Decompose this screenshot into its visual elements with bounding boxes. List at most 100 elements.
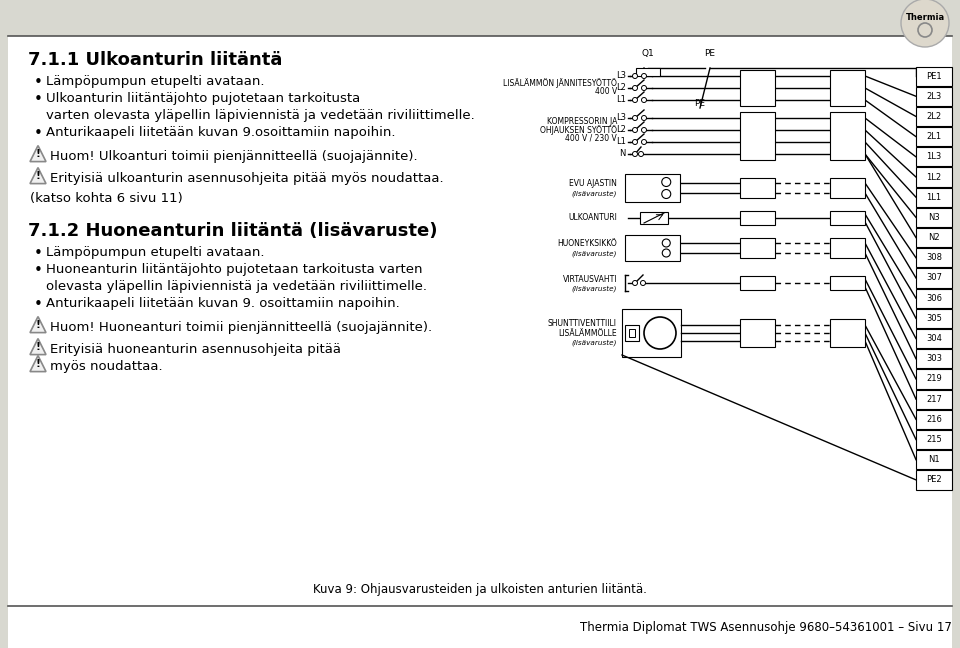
- Text: Lämpöpumpun etupelti avataan.: Lämpöpumpun etupelti avataan.: [46, 246, 265, 259]
- Text: !: !: [36, 342, 40, 352]
- Text: Huoneanturin liitäntäjohto pujotetaan tarkoitusta varten: Huoneanturin liitäntäjohto pujotetaan ta…: [46, 263, 422, 276]
- Circle shape: [662, 239, 670, 247]
- Text: 217: 217: [926, 395, 942, 404]
- Bar: [916, 410, 952, 429]
- Bar: [740, 276, 775, 290]
- Text: 307: 307: [926, 273, 942, 283]
- Text: 303: 303: [926, 354, 942, 364]
- Bar: [625, 174, 680, 202]
- Bar: [830, 70, 865, 106]
- Circle shape: [633, 152, 637, 157]
- Bar: [740, 178, 775, 198]
- Text: !: !: [36, 320, 40, 330]
- Circle shape: [641, 97, 646, 102]
- Bar: [830, 319, 865, 347]
- Text: L1: L1: [616, 137, 626, 146]
- Text: L2: L2: [616, 84, 626, 93]
- Text: myös noudattaa.: myös noudattaa.: [50, 360, 162, 373]
- Bar: [830, 211, 865, 225]
- Text: 306: 306: [926, 294, 942, 303]
- Text: (lisävaruste): (lisävaruste): [571, 286, 617, 292]
- Text: N3: N3: [928, 213, 940, 222]
- Circle shape: [633, 139, 637, 145]
- Bar: [916, 309, 952, 328]
- Text: Anturikaapeli liitetään kuvan 9. osoittamiin napoihin.: Anturikaapeli liitetään kuvan 9. osoitta…: [46, 297, 399, 310]
- Text: Erityisiä ulkoanturin asennusohjeita pitää myös noudattaa.: Erityisiä ulkoanturin asennusohjeita pit…: [50, 172, 444, 185]
- Text: 304: 304: [926, 334, 942, 343]
- Circle shape: [661, 189, 671, 198]
- Text: OHJAUKSEN SYÖTTÖ: OHJAUKSEN SYÖTTÖ: [540, 125, 617, 135]
- Bar: [740, 238, 775, 258]
- Bar: [916, 450, 952, 469]
- Text: 2L2: 2L2: [926, 112, 942, 121]
- Bar: [916, 369, 952, 389]
- Text: KOMPRESSORIN JA: KOMPRESSORIN JA: [546, 117, 617, 126]
- Circle shape: [662, 249, 670, 257]
- Polygon shape: [30, 339, 46, 354]
- Text: •: •: [34, 126, 43, 141]
- Text: •: •: [34, 75, 43, 90]
- Text: Lämpöpumpun etupelti avataan.: Lämpöpumpun etupelti avataan.: [46, 75, 265, 88]
- Bar: [916, 248, 952, 268]
- Text: 7.1.1 Ulkoanturin liitäntä: 7.1.1 Ulkoanturin liitäntä: [28, 51, 282, 69]
- Circle shape: [640, 281, 645, 286]
- Text: 400 V / 230 V: 400 V / 230 V: [565, 133, 617, 143]
- Polygon shape: [30, 356, 46, 371]
- Bar: [830, 178, 865, 198]
- Text: •: •: [34, 92, 43, 107]
- Polygon shape: [30, 168, 46, 183]
- Circle shape: [641, 115, 646, 121]
- Text: •: •: [34, 263, 43, 278]
- Text: LISÄLÄMMÖLLE: LISÄLÄMMÖLLE: [559, 329, 617, 338]
- Text: •: •: [34, 246, 43, 261]
- Text: 1L3: 1L3: [926, 152, 942, 161]
- Text: (lisävaruste): (lisävaruste): [571, 191, 617, 197]
- Text: !: !: [36, 359, 40, 369]
- Text: 215: 215: [926, 435, 942, 444]
- Text: Ulkoanturin liitäntäjohto pujotetaan tarkoitusta: Ulkoanturin liitäntäjohto pujotetaan tar…: [46, 92, 360, 105]
- Bar: [640, 212, 668, 224]
- Text: ULKOANTURI: ULKOANTURI: [568, 213, 617, 222]
- Bar: [740, 319, 775, 347]
- Circle shape: [641, 73, 646, 78]
- Circle shape: [901, 0, 949, 47]
- Text: 2L1: 2L1: [926, 132, 942, 141]
- Text: PE2: PE2: [926, 476, 942, 485]
- Text: PE: PE: [705, 49, 715, 58]
- Text: Erityisiä huoneanturin asennusohjeita pitää: Erityisiä huoneanturin asennusohjeita pi…: [50, 343, 341, 356]
- Bar: [636, 68, 660, 76]
- Circle shape: [641, 128, 646, 132]
- Bar: [916, 167, 952, 187]
- Bar: [625, 325, 639, 341]
- Bar: [916, 87, 952, 106]
- Circle shape: [638, 152, 643, 157]
- Text: SHUNTTIVENTTIILI: SHUNTTIVENTTIILI: [548, 319, 617, 327]
- Text: Q1: Q1: [641, 49, 655, 58]
- Circle shape: [633, 128, 637, 132]
- Text: L3: L3: [616, 113, 626, 122]
- Text: (katso kohta 6 sivu 11): (katso kohta 6 sivu 11): [30, 192, 182, 205]
- Text: Huom! Huoneanturi toimii pienjännitteellä (suojajännite).: Huom! Huoneanturi toimii pienjännitteell…: [50, 321, 432, 334]
- Text: HUONEYKSIKKÖ: HUONEYKSIKKÖ: [557, 240, 617, 248]
- Text: L3: L3: [616, 71, 626, 80]
- Text: VIRTAUSVAHTI: VIRTAUSVAHTI: [563, 275, 617, 284]
- Bar: [830, 238, 865, 258]
- Bar: [830, 276, 865, 290]
- Bar: [8, 606, 952, 648]
- Bar: [916, 268, 952, 288]
- Bar: [916, 228, 952, 248]
- Bar: [916, 329, 952, 348]
- Bar: [916, 147, 952, 167]
- Text: N2: N2: [928, 233, 940, 242]
- Text: 400 V: 400 V: [595, 87, 617, 97]
- Bar: [916, 208, 952, 227]
- Bar: [916, 470, 952, 489]
- Text: varten olevasta yläpellin läpiviennistä ja vedetään riviliittimelle.: varten olevasta yläpellin läpiviennistä …: [46, 109, 475, 122]
- Text: 1L1: 1L1: [926, 192, 942, 202]
- Bar: [916, 188, 952, 207]
- Bar: [740, 70, 775, 106]
- Text: PE1: PE1: [926, 71, 942, 80]
- Bar: [916, 67, 952, 86]
- Text: Anturikaapeli liitetään kuvan 9.osoittamiin napoihin.: Anturikaapeli liitetään kuvan 9.osoittam…: [46, 126, 396, 139]
- Text: Kuva 9: Ohjausvarusteiden ja ulkoisten anturien liitäntä.: Kuva 9: Ohjausvarusteiden ja ulkoisten a…: [313, 583, 647, 596]
